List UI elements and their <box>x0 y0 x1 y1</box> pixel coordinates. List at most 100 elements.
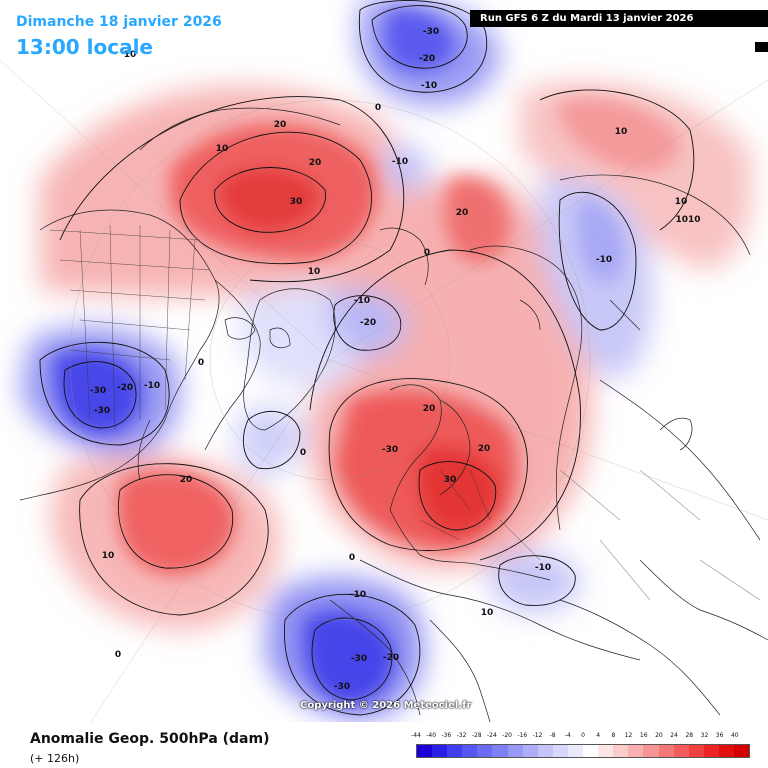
legend-label: 24 <box>670 732 678 739</box>
legend-label: -4 <box>564 732 571 739</box>
contour-label: 20 <box>423 404 436 414</box>
contour-label: -10 <box>392 157 408 167</box>
legend-swatch <box>462 745 478 757</box>
legend-swatch <box>703 745 719 757</box>
contour-label: -10 <box>596 255 612 265</box>
legend-swatch <box>447 745 463 757</box>
contour-label: 0 <box>424 248 430 258</box>
legend-swatch <box>477 745 493 757</box>
legend-label: -44 <box>411 732 421 739</box>
contour-label: 10 <box>102 551 115 561</box>
contour-label: 0 <box>375 103 381 113</box>
color-legend: -44 -40 -36 -32 -28 -24 -20 -16 -12 -8 -4 0 4 8 12 16 20… <box>411 732 750 760</box>
legend-label: 28 <box>685 732 694 739</box>
contour-label: -10 <box>354 296 370 306</box>
map-title: Anomalie Geop. 500hPa (dam) <box>30 731 270 747</box>
contour-label: -30 <box>90 386 106 396</box>
contour-label: 20 <box>478 444 491 454</box>
legend-swatch <box>522 745 538 757</box>
legend-swatch <box>733 745 750 757</box>
contour-label: -30 <box>94 406 110 416</box>
legend-label: -24 <box>487 732 497 739</box>
graticule <box>0 59 768 768</box>
contour-label: -30 <box>382 445 398 455</box>
legend-swatch <box>417 745 433 757</box>
legend-label: -40 <box>426 732 437 739</box>
legend-swatch <box>537 745 553 757</box>
legend-label: -8 <box>549 732 556 739</box>
contour-label: 30 <box>444 475 457 485</box>
legend-swatch <box>658 745 674 757</box>
legend-label: 36 <box>715 732 724 739</box>
legend-swatch <box>688 745 704 757</box>
contour-label: -20 <box>117 383 133 393</box>
legend-swatch <box>628 745 644 757</box>
contour-label: 20 <box>274 120 287 130</box>
contour-label: -20 <box>419 54 435 64</box>
contour-label: 0 <box>115 650 121 660</box>
contour-label: 10 <box>615 127 628 137</box>
legend-swatch <box>492 745 508 757</box>
contour-label: 0 <box>349 553 355 563</box>
contour-labels: -30-20-101020102030100-1020010101010-10-… <box>90 27 701 692</box>
contours <box>39 0 695 716</box>
footer: Anomalie Geop. 500hPa (dam) (+ 126h) -44… <box>0 722 768 768</box>
legend-label: 20 <box>655 732 663 739</box>
legend-label: 0 <box>581 732 585 739</box>
contour-label: -30 <box>423 27 439 37</box>
anomaly-shading <box>20 0 753 720</box>
legend-label: 32 <box>700 732 709 739</box>
contour-label: -20 <box>383 653 399 663</box>
contour-label: 20 <box>456 208 469 218</box>
legend-swatch <box>552 745 568 757</box>
strong-shading-layer <box>54 9 680 705</box>
run-info-banner: Run GFS 6 Z du Mardi 13 janvier 2026 <box>470 10 768 27</box>
legend-labels: -44 -40 -36 -32 -28 -24 -20 -16 -12 -8 -4 0 4 8 12 16 20… <box>411 732 750 743</box>
legend-label: -36 <box>441 732 452 739</box>
contour-label: -30 <box>351 654 367 664</box>
contour-label: -10 <box>350 590 366 600</box>
contour-label: 1010 <box>675 215 700 225</box>
contour-label: -10 <box>421 81 437 91</box>
contour-label: 10 <box>124 50 137 60</box>
forecast-lead-time: (+ 126h) <box>30 752 80 765</box>
legend-swatch <box>507 745 523 757</box>
forecast-local-time: 13:00 locale <box>16 35 153 59</box>
legend-swatch <box>432 745 448 757</box>
contour-label: 20 <box>180 475 193 485</box>
light-shading-layer <box>20 0 753 720</box>
legend-swatch <box>643 745 659 757</box>
contour-label: 20 <box>309 158 322 168</box>
legend-label: 16 <box>639 732 648 739</box>
contour-label: 10 <box>675 197 688 207</box>
contour-label: -20 <box>360 318 376 328</box>
contour-label: 10 <box>481 608 494 618</box>
contour-label: -10 <box>144 381 160 391</box>
legend-swatch <box>583 745 599 757</box>
contour-label: 30 <box>290 197 303 207</box>
banner-tab <box>755 42 768 52</box>
legend-label: -12 <box>532 732 543 739</box>
contour-label: 10 <box>216 144 229 154</box>
legend-swatch <box>613 745 629 757</box>
contour-label: -10 <box>535 563 551 573</box>
legend-label: 12 <box>624 732 633 739</box>
copyright-notice: Copyright © 2026 Meteociel.fr <box>300 700 472 711</box>
contour-label: -30 <box>334 682 350 692</box>
coastlines <box>19 107 768 723</box>
legend-swatch <box>718 745 734 757</box>
contour-label: 10 <box>308 267 321 277</box>
contour-label: 0 <box>198 358 204 368</box>
forecast-date: Dimanche 18 janvier 2026 <box>16 14 222 30</box>
legend-label: 8 <box>611 732 616 739</box>
legend-label: -16 <box>517 732 528 739</box>
legend-label: -32 <box>456 732 467 739</box>
legend-swatch <box>598 745 614 757</box>
legend-label: 40 <box>730 732 739 739</box>
legend-swatch <box>673 745 689 757</box>
legend-label: 4 <box>596 732 601 739</box>
legend-swatch <box>567 745 584 757</box>
legend-label: -28 <box>471 732 482 739</box>
